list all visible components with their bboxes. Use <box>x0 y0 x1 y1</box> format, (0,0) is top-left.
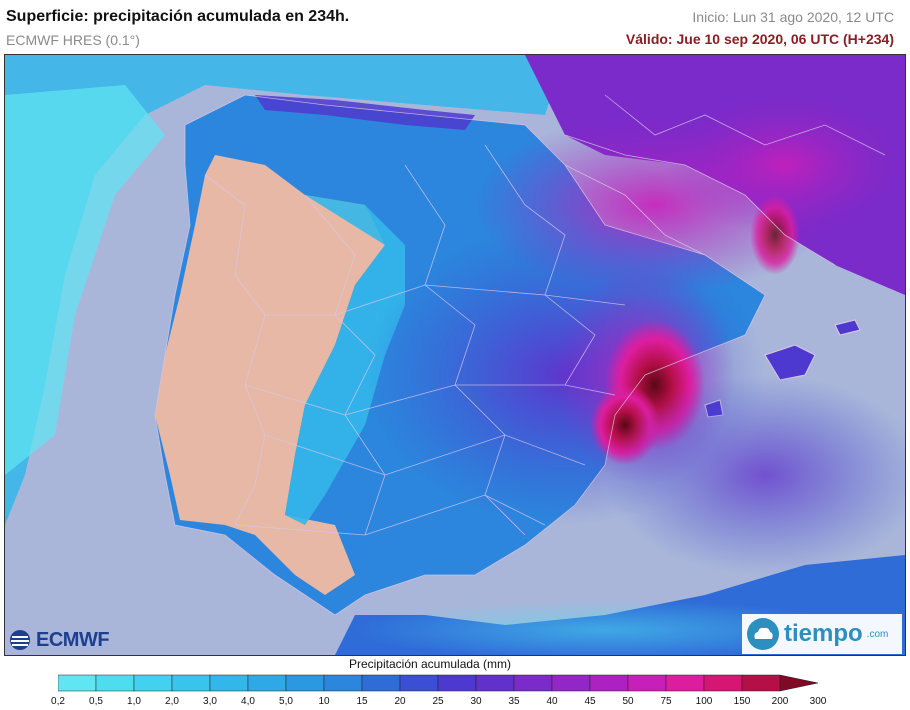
color-bar-segment <box>399 674 439 692</box>
color-bar-segment <box>133 674 173 692</box>
color-bar-tick-label: 5,0 <box>279 696 293 707</box>
color-bar-tick-label: 50 <box>622 696 634 707</box>
color-bar-tick-label: 35 <box>508 696 520 707</box>
color-bar-tick-label: 200 <box>771 696 789 707</box>
color-bar-tick-label: 20 <box>394 696 406 707</box>
valid-time: Válido: Jue 10 sep 2020, 06 UTC (H+234) <box>625 31 894 47</box>
color-bar-segment <box>589 674 629 692</box>
color-bar-tick-label: 300 <box>809 696 827 707</box>
color-bar-segment <box>58 674 97 692</box>
color-bar-tick-label: 25 <box>432 696 444 707</box>
init-time: Inicio: Lun 31 ago 2020, 12 UTC <box>692 9 894 25</box>
color-bar-tick-label: 1,0 <box>127 696 141 707</box>
dry-west-land <box>155 155 385 595</box>
color-bar-segment <box>285 674 325 692</box>
color-bar-tick-label: 0,2 <box>51 696 65 707</box>
color-bar-segment <box>361 674 401 692</box>
color-bar-segment <box>247 674 287 692</box>
color-bar-tick-label: 0,5 <box>89 696 103 707</box>
model-label: ECMWF HRES (0.1°) <box>6 32 140 48</box>
color-bar <box>58 674 819 692</box>
color-bar-segment <box>513 674 553 692</box>
color-bar-tick-label: 3,0 <box>203 696 217 707</box>
color-bar-segment <box>209 674 249 692</box>
tiempo-brand: tiempo <box>784 620 863 647</box>
color-bar-arrow <box>779 674 819 692</box>
color-bar-segment <box>171 674 211 692</box>
tiempo-domain: .com <box>866 628 889 640</box>
color-bar-segment <box>437 674 477 692</box>
precipitation-map[interactable] <box>4 54 906 656</box>
color-bar-segment <box>665 674 705 692</box>
header-title: Superficie: precipitación acumulada en 2… <box>6 8 350 25</box>
color-bar-tick-label: 4,0 <box>241 696 255 707</box>
color-bar-tick-label: 45 <box>584 696 596 707</box>
color-bar-tick-label: 75 <box>660 696 672 707</box>
color-bar-ticks: 0,2 0,5 1,0 2,0 3,0 4,0 5,0 10 15 20 25 30 35 40 45 50 7… <box>0 696 910 710</box>
ecmwf-logo-icon <box>10 630 30 650</box>
rain-africa-light <box>355 600 855 655</box>
color-bar-segment <box>475 674 515 692</box>
color-bar-tick-label: 40 <box>546 696 558 707</box>
balearic-menorca <box>834 319 861 336</box>
color-bar-segment <box>551 674 591 692</box>
color-bar-tick-label: 10 <box>318 696 330 707</box>
admin-borders <box>154 94 886 616</box>
color-bar-segment <box>323 674 363 692</box>
color-bar-tick-label: 30 <box>470 696 482 707</box>
color-bar-tick-label: 100 <box>695 696 713 707</box>
rain-atlantic-light <box>5 85 165 475</box>
rain-pyrenees <box>665 95 905 235</box>
ecmwf-logo-text: ECMWF <box>36 628 110 651</box>
color-bar-tick-label: 150 <box>733 696 751 707</box>
map-canvas <box>5 55 905 655</box>
color-bar-tick-label: 15 <box>356 696 368 707</box>
cloud-icon <box>747 618 779 650</box>
tiempo-logo: tiempo .com <box>742 614 902 654</box>
rain-catalonia-core <box>750 195 800 275</box>
rain-med-sea <box>605 375 905 575</box>
rain-cantabria <box>255 95 475 130</box>
color-bar-tick-label: 2,0 <box>165 696 179 707</box>
color-bar-segment <box>95 674 135 692</box>
color-bar-segment <box>627 674 667 692</box>
color-bar-segment <box>741 674 781 692</box>
color-bar-segment <box>703 674 743 692</box>
legend-title: Precipitación acumulada (mm) <box>348 657 512 671</box>
ecmwf-logo: ECMWF <box>8 628 110 652</box>
rain-cyan-band <box>285 195 405 525</box>
